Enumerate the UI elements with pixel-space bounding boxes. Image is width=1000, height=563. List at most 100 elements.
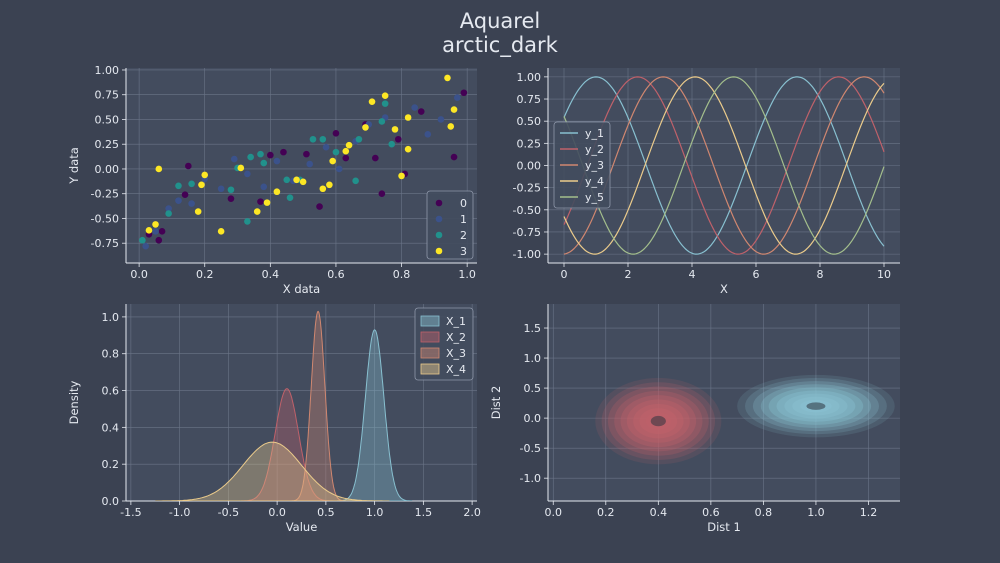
- kde-blob-1: [595, 377, 722, 465]
- x-tick-label: -0.5: [218, 506, 239, 519]
- y-tick-label: 0.25: [95, 138, 120, 151]
- y-tick-label: 0.8: [102, 348, 120, 361]
- scatter-point: [244, 218, 251, 225]
- legend: X_1 X_2 X_3 X_4: [414, 307, 474, 381]
- scatter-point: [201, 171, 209, 179]
- kde-core: [650, 415, 666, 427]
- plot-area: [563, 76, 885, 255]
- x-tick-label: 1.0: [366, 506, 384, 519]
- x-tick-label: 4: [689, 268, 696, 281]
- legend-marker-0: [435, 199, 443, 207]
- density-area-X_2: [240, 388, 334, 501]
- legend-label-3: 3: [460, 245, 467, 258]
- density-area-X_1: [337, 329, 413, 501]
- scatter-point: [139, 236, 146, 244]
- scatter-point: [263, 199, 271, 206]
- y-tick-label: 0.50: [517, 115, 542, 128]
- y-tick-label: 0.6: [102, 385, 120, 398]
- y-tick-label: 1.0: [524, 352, 542, 365]
- scatter-point: [165, 205, 172, 212]
- x-axis-label: X data: [283, 282, 320, 296]
- gridlines: [126, 68, 477, 263]
- legend: y_1 y_2 y_3 y_4 y_5: [553, 121, 611, 209]
- y-tick-label: -0.25: [513, 182, 541, 195]
- legend-label-1: 1: [460, 213, 467, 226]
- x-axis-label: Value: [286, 520, 318, 534]
- x-tick-label: 0.6: [702, 506, 720, 519]
- y-tick-label: 1.00: [95, 64, 120, 77]
- scatter-point: [303, 150, 310, 158]
- y-axis-label: Dist 2: [489, 386, 503, 420]
- scatter-point: [368, 98, 376, 105]
- y-tick-label: 0.75: [95, 89, 120, 102]
- scatter-point: [152, 221, 159, 228]
- subplot-1: 0.0 0.2 0.4 0.6 0.8 1.0 -0.75 -0.50 -0.25 0.00 0.2…: [67, 64, 477, 296]
- y-tick-label: 0.25: [517, 137, 542, 150]
- scatter-point: [309, 135, 317, 143]
- scatter-point: [257, 150, 264, 158]
- x-tick-label: 1.5: [415, 506, 433, 519]
- scatter-point: [185, 162, 192, 170]
- line-series-y_5: [563, 76, 885, 255]
- scatter-point: [316, 203, 323, 210]
- scatter-point: [332, 130, 340, 137]
- scatter-point: [391, 126, 399, 133]
- plot-area: [155, 310, 413, 501]
- x-tick-label: 6: [753, 268, 760, 281]
- y-tick-label: -1.00: [513, 248, 541, 261]
- scatter-point: [378, 190, 386, 198]
- scatter-point: [299, 178, 307, 186]
- y-tick-label: -0.50: [91, 212, 119, 225]
- x-tick-label: 0.5: [317, 506, 335, 519]
- x-axis-label: X: [720, 282, 728, 296]
- y-axis-label: Y data: [67, 147, 81, 185]
- y-tick-label: -0.75: [513, 226, 541, 239]
- y-tick-label: 0.00: [517, 160, 542, 173]
- scatter-point: [194, 208, 202, 215]
- figure-title: Aquarel: [460, 9, 540, 33]
- axes-background: [548, 304, 900, 501]
- scatter-point: [319, 185, 327, 193]
- scatter-point: [165, 210, 172, 217]
- legend-marker-1: [435, 215, 443, 223]
- scatter-point: [381, 92, 389, 100]
- scatter-point: [237, 164, 245, 172]
- scatter-point: [404, 114, 412, 121]
- scatter-point: [335, 165, 343, 173]
- y-tick-label: 0.00: [95, 163, 120, 176]
- legend-label-y_2: y_2: [585, 143, 604, 156]
- scatter-point: [175, 182, 182, 190]
- legend-label-X_1: X_1: [446, 315, 466, 328]
- scatter-point: [417, 108, 425, 115]
- subplot-3: -1.5 -1.0 -0.5 0.0 0.5 1.0 1.5 2.0 0.0 0.2 0.4 0.6 0…: [67, 304, 481, 534]
- legend-label-0: 0: [460, 197, 467, 210]
- scatter-point: [283, 176, 291, 184]
- x-axis-label: Dist 1: [707, 520, 741, 534]
- scatter-point: [372, 154, 379, 162]
- scatter-point: [227, 195, 235, 202]
- density-area-X_3: [290, 310, 346, 501]
- legend-patch-X_1: [420, 315, 440, 327]
- scatter-point: [411, 104, 418, 111]
- scatter-point: [158, 228, 166, 235]
- legend-label-2: 2: [460, 229, 467, 242]
- scatter-point: [188, 180, 195, 188]
- legend-box: [553, 121, 611, 209]
- x-tick-label: 2.0: [463, 506, 481, 519]
- scatter-point: [381, 100, 389, 107]
- x-tick-label: 0.8: [393, 268, 411, 281]
- x-tick-label: 1.2: [860, 506, 878, 519]
- x-tick-label: -1.0: [169, 506, 190, 519]
- y-tick-label: -0.5: [520, 442, 541, 455]
- scatter-point: [257, 198, 264, 205]
- scatter-point: [388, 140, 396, 148]
- scatter-point: [293, 176, 300, 184]
- scatter-point: [286, 194, 294, 201]
- legend-label-y_3: y_3: [585, 159, 604, 172]
- scatter-series-3: [145, 74, 458, 235]
- scatter-point: [142, 242, 149, 250]
- y-tick-label: 1.00: [517, 71, 542, 84]
- legend-label-y_4: y_4: [585, 175, 604, 188]
- y-tick-label: -0.75: [91, 237, 119, 250]
